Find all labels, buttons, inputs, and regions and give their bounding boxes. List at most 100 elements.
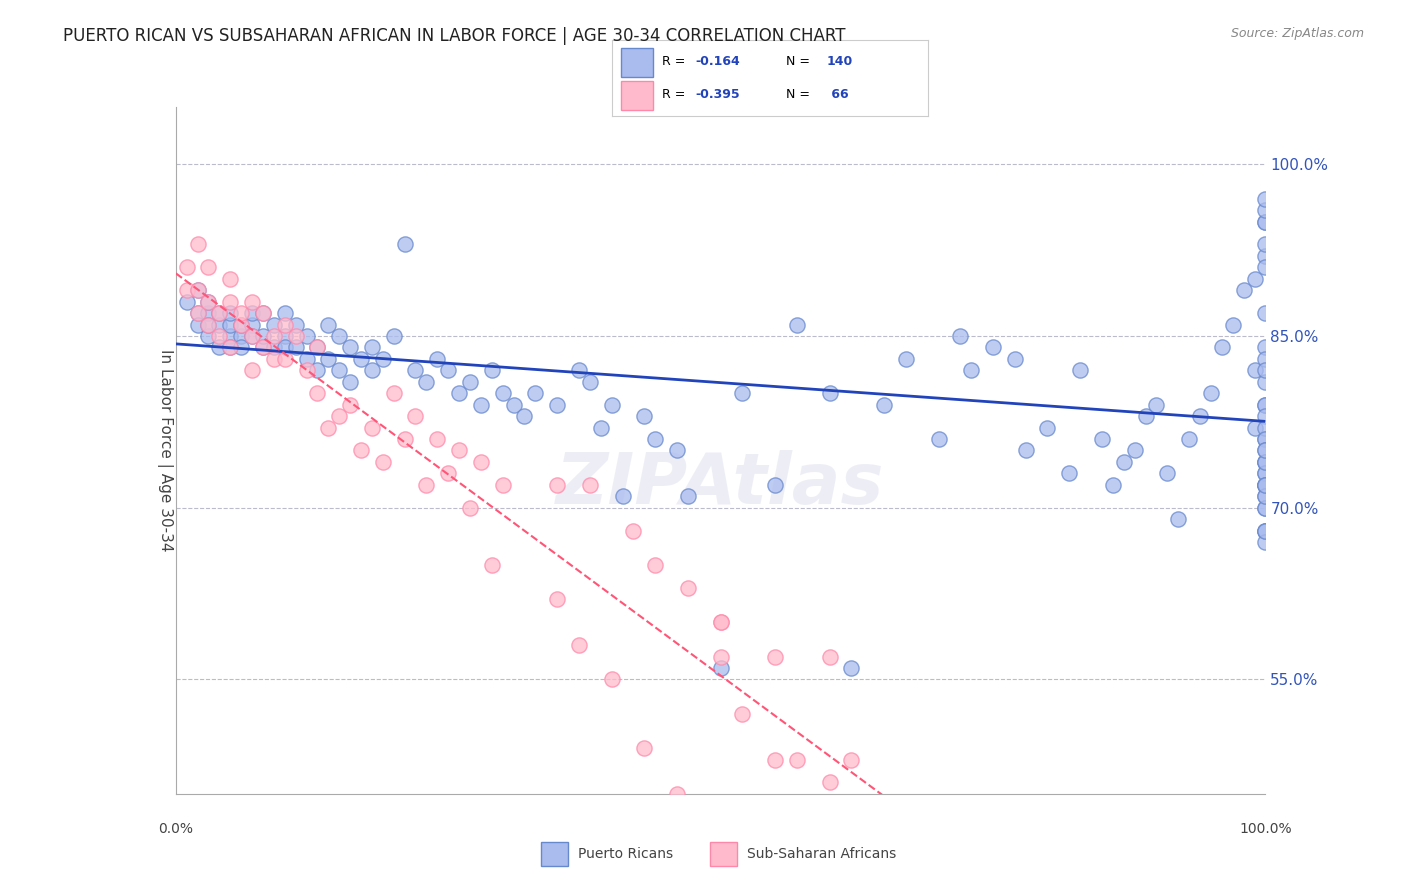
Point (546, 478, 568, 492)
Point (307, 386, 329, 401)
Point (1254, 455, 1277, 469)
Point (612, 489, 634, 503)
Point (186, 306, 209, 320)
Point (339, 375, 361, 389)
Point (371, 351, 394, 366)
Point (1254, 478, 1277, 492)
Point (1254, 489, 1277, 503)
Point (1178, 432, 1201, 446)
Point (415, 375, 437, 389)
Point (513, 409, 536, 423)
Point (873, 398, 896, 412)
Point (1199, 386, 1222, 401)
Point (318, 351, 340, 366)
Point (1254, 203, 1277, 218)
Point (252, 306, 274, 320)
Point (350, 443, 373, 458)
Point (579, 478, 602, 492)
Point (240, 329, 263, 343)
Point (1112, 455, 1135, 469)
Point (960, 363, 983, 377)
Point (405, 409, 427, 423)
Point (197, 329, 219, 343)
Point (710, 661, 733, 675)
Point (1254, 192, 1277, 206)
Point (186, 318, 209, 332)
Point (295, 363, 318, 377)
Point (394, 432, 416, 446)
Point (240, 318, 263, 332)
Bar (710, 842, 737, 866)
Text: R =: R = (662, 55, 689, 68)
Point (1254, 398, 1277, 412)
Text: -0.164: -0.164 (696, 55, 740, 68)
Point (1036, 420, 1059, 434)
Point (231, 318, 253, 332)
Point (426, 432, 449, 446)
Point (240, 294, 263, 309)
Point (470, 398, 492, 412)
Point (644, 432, 666, 446)
Point (676, 489, 699, 503)
Point (371, 455, 394, 469)
Point (318, 318, 340, 332)
Point (437, 363, 460, 377)
Text: Puerto Ricans: Puerto Ricans (578, 847, 673, 861)
Point (339, 340, 361, 354)
Point (197, 318, 219, 332)
Point (546, 592, 568, 607)
Point (763, 478, 786, 492)
Point (197, 306, 219, 320)
Point (1254, 249, 1277, 263)
Point (382, 386, 405, 401)
Point (1156, 467, 1178, 481)
Point (1254, 363, 1277, 377)
Point (481, 363, 503, 377)
Point (263, 351, 285, 366)
Point (307, 363, 329, 377)
Text: N =: N = (786, 55, 814, 68)
Point (502, 398, 524, 412)
Point (231, 340, 253, 354)
Point (1254, 443, 1277, 458)
Point (492, 478, 515, 492)
Point (1243, 420, 1265, 434)
Point (1254, 467, 1277, 481)
Point (568, 638, 591, 652)
Point (1057, 467, 1080, 481)
Point (600, 673, 623, 687)
Point (481, 558, 503, 572)
Point (219, 306, 242, 320)
Point (252, 340, 274, 354)
Point (350, 351, 373, 366)
Point (208, 340, 231, 354)
Point (295, 329, 318, 343)
Point (394, 237, 416, 252)
Text: ZIPAtlas: ZIPAtlas (557, 450, 884, 519)
Point (1254, 524, 1277, 538)
Point (208, 306, 231, 320)
Point (1254, 237, 1277, 252)
Point (1091, 432, 1114, 446)
Bar (621, 81, 652, 110)
Point (1015, 443, 1038, 458)
Point (219, 318, 242, 332)
Point (219, 294, 242, 309)
Point (274, 351, 297, 366)
Point (546, 398, 568, 412)
Point (1144, 398, 1167, 412)
Point (1254, 478, 1277, 492)
Point (295, 351, 318, 366)
Point (458, 500, 481, 515)
Point (252, 306, 274, 320)
Point (1004, 351, 1026, 366)
Point (263, 329, 285, 343)
Text: Sub-Saharan Africans: Sub-Saharan Africans (747, 847, 896, 861)
Point (186, 283, 209, 297)
Point (818, 386, 841, 401)
Point (841, 661, 863, 675)
Point (274, 340, 297, 354)
Point (841, 753, 863, 767)
Point (458, 375, 481, 389)
Point (710, 615, 733, 630)
